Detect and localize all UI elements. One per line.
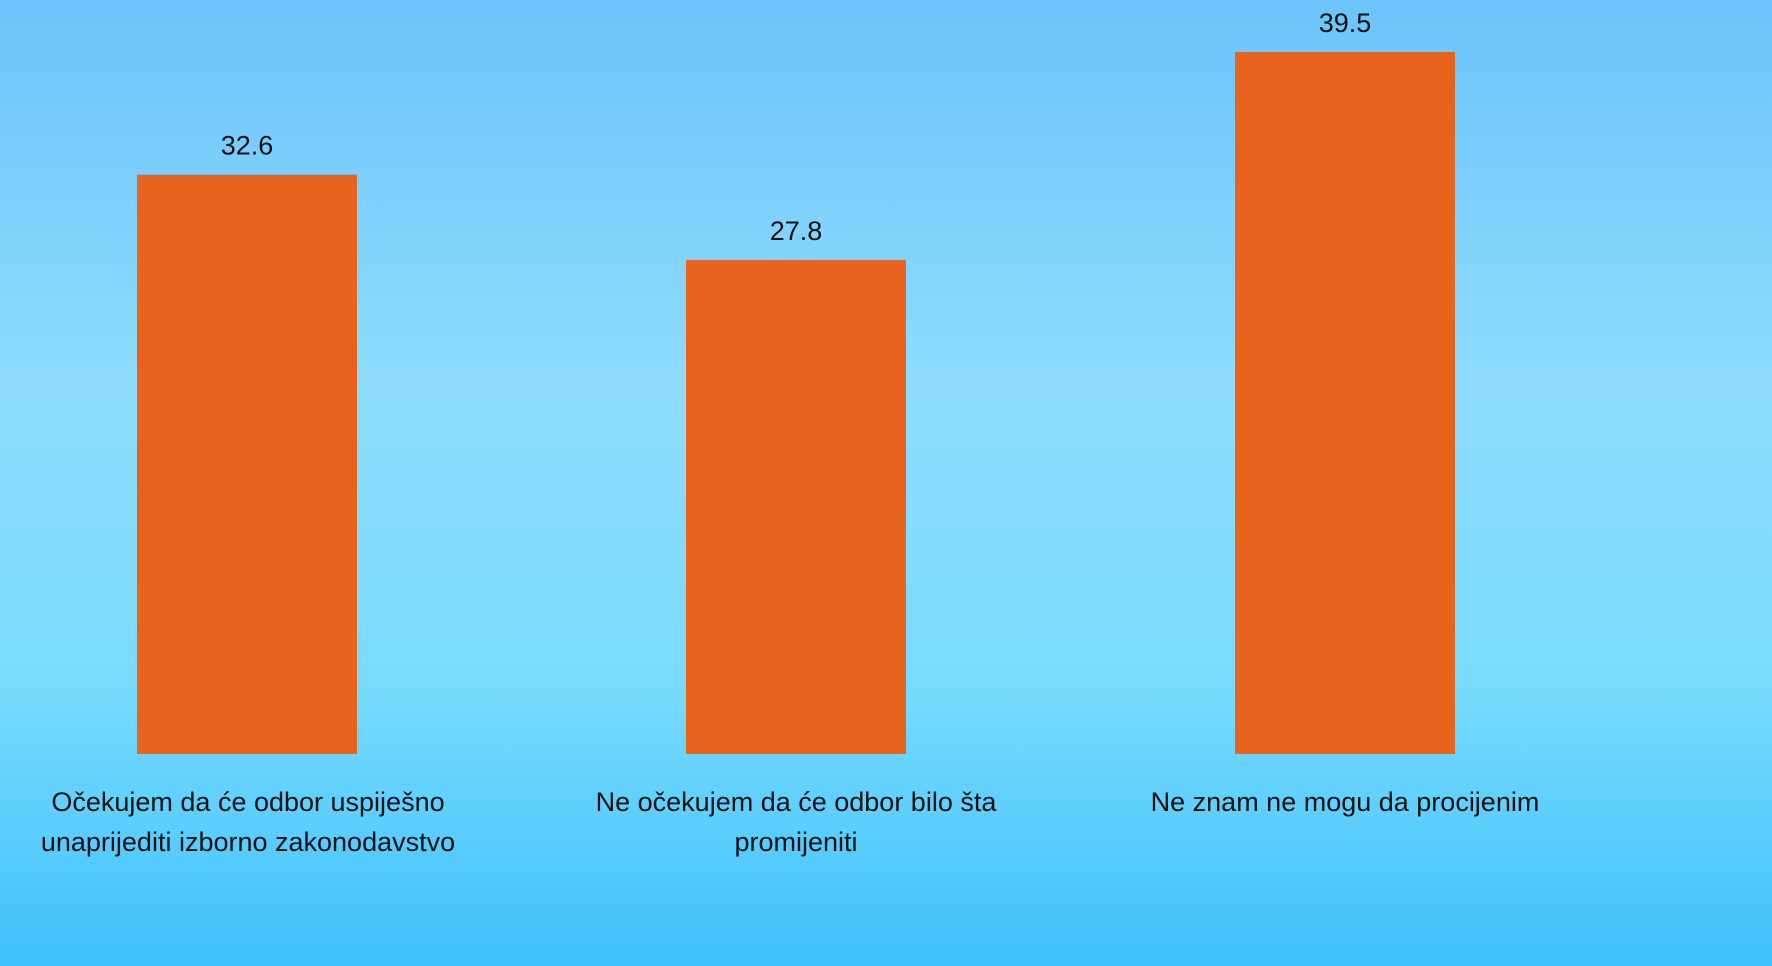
value-label: 32.6 [221, 131, 274, 161]
bar [686, 259, 906, 754]
bar [137, 174, 357, 754]
x-tick-label: Ne znam ne mogu da procijenim [1150, 787, 1540, 817]
value-label: 27.8 [770, 216, 823, 246]
x-tick-label: Očekujem da će odbor uspiješno unaprijed… [40, 787, 456, 857]
value-label: 39.5 [1319, 8, 1372, 38]
x-tick-label: Ne očekujem da će odbor bilo šta promije… [595, 787, 997, 857]
bar [1235, 52, 1455, 754]
